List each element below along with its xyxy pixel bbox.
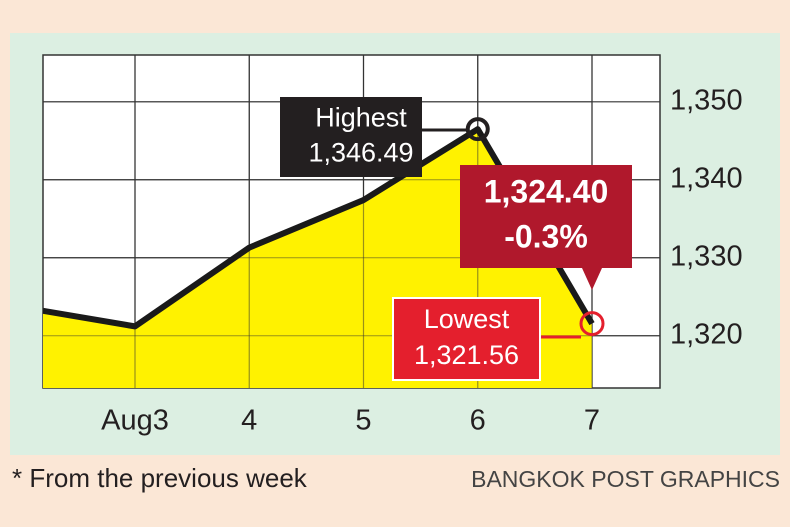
annotation-text: Lowest xyxy=(424,304,510,334)
footnote: * From the previous week xyxy=(12,463,308,493)
x-tick-label: 6 xyxy=(470,405,486,437)
high-marker xyxy=(465,117,490,142)
annotation-text: 1,346.49 xyxy=(308,138,413,168)
x-tick-label: 4 xyxy=(241,405,257,437)
x-tick-label: 5 xyxy=(355,405,371,437)
y-tick-label: 1,330 xyxy=(670,240,743,272)
annotation-box xyxy=(460,165,632,268)
pointer xyxy=(582,268,602,290)
annotation-box xyxy=(392,297,541,381)
line xyxy=(42,126,595,330)
x-tick-label: 7 xyxy=(584,405,600,437)
y-tick-label: 1,320 xyxy=(670,318,743,350)
annotation-box xyxy=(280,97,422,177)
y-tick-label: 1,350 xyxy=(670,84,743,116)
source: BANGKOK POST GRAPHICS xyxy=(471,466,780,492)
annotation-text: 1,324.40 xyxy=(484,173,609,209)
annotation-text: 1,321.56 xyxy=(414,340,519,370)
x-tick-label: Aug3 xyxy=(101,405,169,437)
y-tick-label: 1,340 xyxy=(670,162,743,194)
annotation-text: -0.3% xyxy=(504,219,588,255)
low-marker xyxy=(579,311,605,337)
annotation-text: Highest xyxy=(315,103,407,133)
